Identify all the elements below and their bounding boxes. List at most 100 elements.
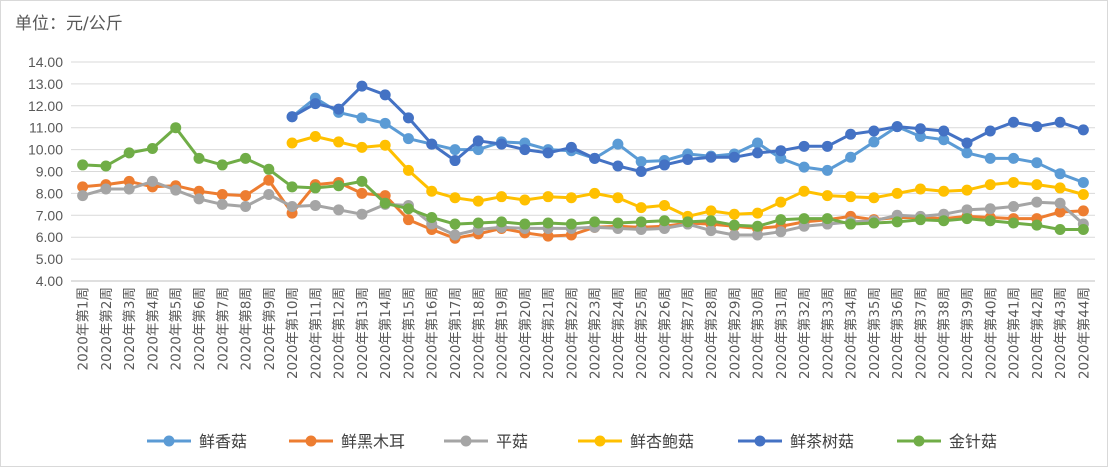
data-point bbox=[798, 213, 810, 225]
data-point bbox=[658, 215, 670, 227]
data-point bbox=[775, 214, 787, 226]
data-point bbox=[542, 230, 554, 242]
x-tick-label: 2020年第43周 bbox=[1052, 287, 1069, 379]
data-point bbox=[914, 183, 926, 195]
x-tick-label: 2020年第17周 bbox=[447, 287, 464, 379]
data-point bbox=[752, 229, 764, 241]
data-point bbox=[356, 175, 368, 187]
legend-item: 平菇 bbox=[444, 432, 528, 451]
y-tick-label: 13.00 bbox=[28, 76, 63, 92]
y-tick-label: 7.00 bbox=[36, 207, 63, 223]
x-tick-label: 2020年第20周 bbox=[517, 287, 534, 379]
data-point bbox=[1054, 206, 1066, 218]
data-point bbox=[914, 214, 926, 226]
data-point bbox=[612, 192, 624, 204]
x-tick-label: 2020年第32周 bbox=[796, 287, 813, 379]
data-point bbox=[938, 134, 950, 146]
x-tick-label: 2020年第37周 bbox=[912, 287, 929, 379]
unit-label: 单位：元/公斤 bbox=[15, 14, 123, 34]
data-point bbox=[379, 117, 391, 129]
data-point bbox=[216, 188, 228, 200]
x-tick-label: 2020年第27周 bbox=[680, 287, 697, 379]
x-tick-label: 2020年第19周 bbox=[494, 287, 511, 379]
data-point bbox=[984, 125, 996, 137]
data-point bbox=[1031, 196, 1043, 208]
x-tick-label: 2020年第26周 bbox=[656, 287, 673, 379]
data-point bbox=[705, 215, 717, 227]
data-point bbox=[1054, 224, 1066, 236]
data-point bbox=[914, 123, 926, 135]
x-tick-label: 2020年第12周 bbox=[331, 287, 348, 379]
data-point bbox=[635, 216, 647, 228]
series-lines bbox=[77, 80, 1089, 244]
data-point bbox=[752, 147, 764, 159]
legend-swatch-marker bbox=[460, 435, 472, 447]
data-point bbox=[1054, 182, 1066, 194]
data-point bbox=[77, 159, 89, 171]
legend-swatch-marker bbox=[163, 435, 175, 447]
x-tick-label: 2020年第41周 bbox=[1006, 287, 1023, 379]
data-point bbox=[263, 188, 275, 200]
x-tick-label: 2020年第1周 bbox=[75, 287, 92, 370]
data-point bbox=[752, 207, 764, 219]
data-point bbox=[775, 152, 787, 164]
data-point bbox=[472, 217, 484, 229]
legend-swatch-marker bbox=[754, 435, 766, 447]
data-point bbox=[100, 160, 112, 172]
data-point bbox=[868, 136, 880, 148]
x-tick-label: 2020年第7周 bbox=[214, 287, 231, 370]
legend-swatch-marker bbox=[594, 435, 606, 447]
data-point bbox=[1054, 116, 1066, 128]
data-point bbox=[1054, 168, 1066, 180]
x-tick-label: 2020年第15周 bbox=[400, 287, 417, 379]
data-point bbox=[449, 155, 461, 167]
data-point bbox=[821, 213, 833, 225]
x-tick-label: 2020年第28周 bbox=[703, 287, 720, 379]
data-point bbox=[635, 166, 647, 177]
data-point bbox=[705, 205, 717, 217]
data-point bbox=[286, 111, 298, 123]
data-point bbox=[333, 204, 345, 216]
data-point bbox=[123, 147, 135, 159]
data-point bbox=[216, 159, 228, 171]
data-point bbox=[984, 179, 996, 191]
legend-label: 平菇 bbox=[496, 432, 528, 451]
x-tick-label: 2020年第42周 bbox=[1029, 287, 1046, 379]
legend-swatch-marker bbox=[913, 435, 925, 447]
data-point bbox=[402, 203, 414, 215]
data-point bbox=[379, 89, 391, 101]
x-tick-label: 2020年第14周 bbox=[377, 287, 394, 379]
data-point bbox=[263, 174, 275, 186]
x-tick-label: 2020年第36周 bbox=[889, 287, 906, 379]
data-point bbox=[961, 147, 973, 159]
series-2 bbox=[77, 174, 1089, 244]
data-point bbox=[426, 211, 438, 223]
data-point bbox=[984, 152, 996, 164]
data-point bbox=[635, 156, 647, 168]
data-point bbox=[1008, 116, 1020, 128]
data-point bbox=[589, 216, 601, 228]
data-point bbox=[542, 191, 554, 203]
data-point bbox=[891, 187, 903, 199]
x-tick-label: 2020年第4周 bbox=[144, 287, 161, 370]
data-point bbox=[193, 185, 205, 197]
y-tick-label: 5.00 bbox=[36, 251, 63, 267]
x-tick-label: 2020年第24周 bbox=[610, 287, 627, 379]
data-point bbox=[472, 195, 484, 207]
x-tick-label: 2020年第35周 bbox=[866, 287, 883, 379]
gridlines bbox=[71, 61, 1095, 282]
data-point bbox=[77, 181, 89, 193]
x-tick-label: 2020年第16周 bbox=[424, 287, 441, 379]
data-point bbox=[146, 175, 158, 187]
data-point bbox=[658, 222, 670, 234]
data-point bbox=[705, 225, 717, 237]
data-point bbox=[449, 229, 461, 241]
x-tick-label: 2020年第29周 bbox=[726, 287, 743, 379]
data-point bbox=[286, 137, 298, 149]
y-tick-label: 14.00 bbox=[28, 54, 63, 70]
data-point bbox=[496, 138, 508, 150]
data-point bbox=[845, 218, 857, 230]
data-point bbox=[821, 190, 833, 202]
x-tick-label: 2020年第2周 bbox=[98, 287, 115, 370]
